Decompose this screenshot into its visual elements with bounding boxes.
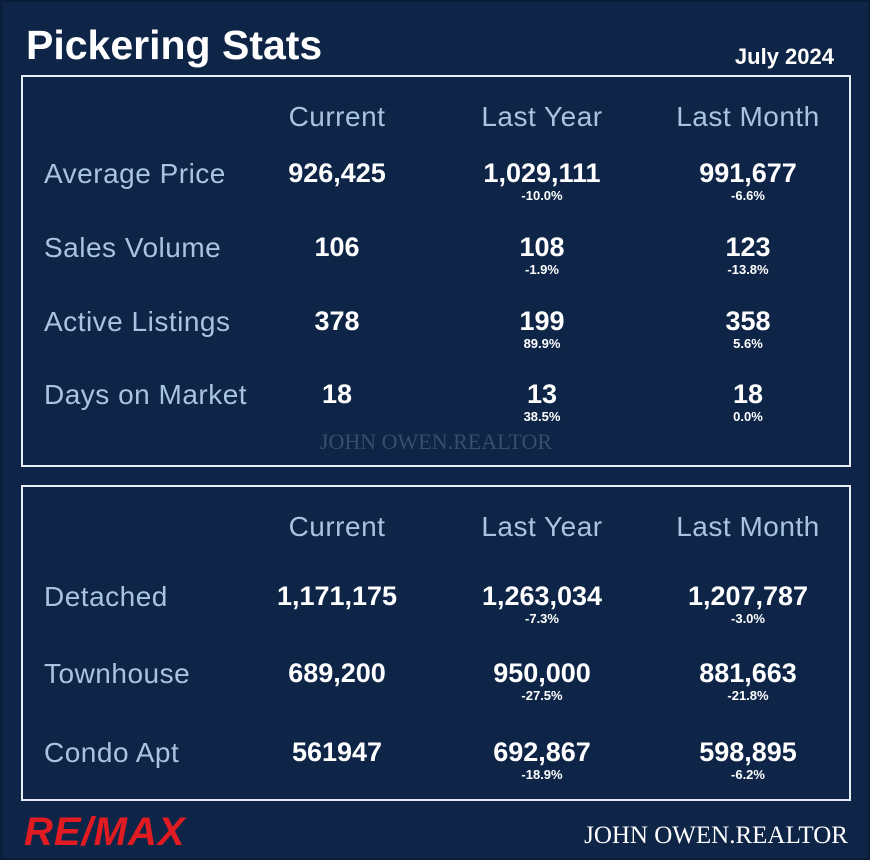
row-label: Sales Volume [44,232,222,263]
row-label: Active Listings [44,306,231,337]
signature: JOHN OWEN.REALTOR [584,822,848,849]
last-year-change: 38.5% [523,409,561,424]
row-label: Average Price [44,158,226,189]
column-header: Last Year [481,101,603,132]
last-month-change: -6.6% [731,188,765,203]
current-value: 18 [321,379,353,409]
last-month-value: 991,677 [699,158,797,188]
column-header: Current [288,511,386,542]
column-header: Last Month [676,511,820,542]
last-month-value: 598,895 [699,737,797,767]
current-value: 689,200 [288,658,386,688]
last-year-change: -27.5% [521,688,563,703]
last-month-value: 123 [725,232,771,262]
last-year-change: -18.9% [521,767,563,782]
last-month-value: 881,663 [699,658,797,688]
last-year-change: 89.9% [523,336,561,351]
last-year-value: 1,029,111 [483,158,601,188]
watermark: JOHN OWEN.REALTOR [319,429,553,454]
last-month-change: -13.8% [727,262,769,277]
last-month-value: 358 [725,306,771,336]
remax-logo: RE/MAX [24,810,186,854]
current-value: 561947 [291,737,383,767]
last-month-change: -3.0% [731,611,765,626]
last-year-change: -10.0% [521,188,563,203]
last-year-value: 950,000 [493,658,591,688]
last-year-change: -7.3% [525,611,559,626]
last-month-change: 0.0% [733,409,763,424]
current-value: 926,425 [288,158,386,188]
row-label: Townhouse [44,658,191,689]
column-header: Current [288,101,386,132]
last-year-change: -1.9% [525,262,559,277]
last-month-value: 1,207,787 [687,581,809,611]
last-year-value: 692,867 [493,737,591,767]
last-month-value: 18 [732,379,764,409]
last-month-change: 5.6% [733,336,763,351]
current-value: 1,171,175 [276,581,398,611]
current-value: 378 [314,306,360,336]
last-year-value: 199 [519,306,565,336]
row-label: Condo Apt [44,737,180,768]
date: July 2024 [734,44,834,69]
row-label: Detached [44,581,168,612]
title: Pickering Stats [26,22,323,68]
prices-panel: Current Last Year Last Month Detached 1,171,… [21,485,851,801]
column-header: Last Year [481,511,603,542]
last-month-change: -21.8% [727,688,769,703]
column-header: Last Month [676,101,820,132]
last-year-value: 13 [526,379,558,409]
current-value: 106 [314,232,360,262]
last-year-value: 108 [519,232,565,262]
stats-panel: JOHN OWEN.REALTOR Current Last Year Last M… [21,75,851,467]
last-month-change: -6.2% [731,767,765,782]
last-year-value: 1,263,034 [481,581,603,611]
row-label: Days on Market [44,379,248,410]
